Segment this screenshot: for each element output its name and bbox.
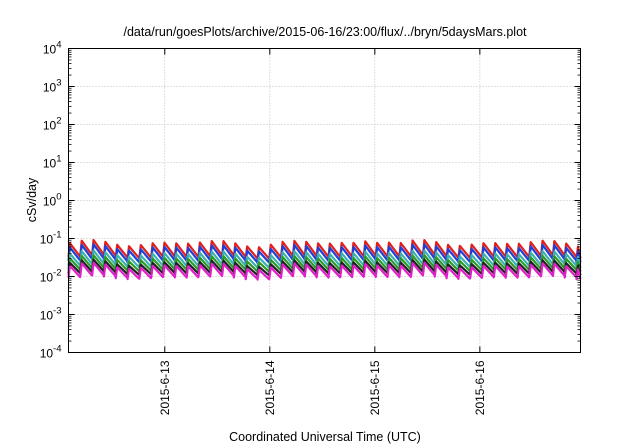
x-axis-label: Coordinated Universal Time (UTC) bbox=[229, 430, 421, 444]
series-line bbox=[67, 261, 582, 281]
y-tick-base: 10 bbox=[43, 195, 57, 209]
y-tick-label: 104 bbox=[43, 40, 62, 57]
y-tick-label: 10-1 bbox=[40, 230, 62, 247]
x-tick-label: 2015-6-13 bbox=[158, 360, 172, 415]
y-tick-exponent: -4 bbox=[53, 344, 61, 355]
y-axis-label: cSv/day bbox=[25, 177, 39, 222]
y-tick-base: 10 bbox=[43, 119, 57, 133]
y-tick-label: 100 bbox=[43, 192, 62, 209]
y-tick-base: 10 bbox=[40, 271, 54, 285]
y-tick-label: 10-3 bbox=[40, 306, 62, 323]
y-tick-base: 10 bbox=[40, 309, 54, 323]
y-tick-base: 10 bbox=[40, 233, 54, 247]
x-axis: 2015-6-13 2015-6-14 2015-6-15 2015-6-16 bbox=[158, 48, 487, 415]
y-tick-exponent: 3 bbox=[56, 78, 61, 89]
y-tick-exponent: 2 bbox=[56, 116, 61, 127]
x-tick-label: 2015-6-14 bbox=[263, 360, 277, 415]
y-tick-exponent: -2 bbox=[53, 268, 61, 279]
y-tick-label: 103 bbox=[43, 78, 62, 95]
y-tick-base: 10 bbox=[43, 157, 57, 171]
y-tick-base: 10 bbox=[43, 81, 57, 95]
y-tick-label: 10-4 bbox=[40, 344, 62, 361]
y-tick-exponent: -3 bbox=[53, 306, 61, 317]
y-tick-exponent: 1 bbox=[56, 154, 61, 165]
y-tick-label: 101 bbox=[43, 154, 62, 171]
chart-title: /data/run/goesPlots/archive/2015-06-16/2… bbox=[123, 25, 527, 39]
y-tick-label: 10-2 bbox=[40, 268, 62, 285]
y-tick-base: 10 bbox=[43, 43, 57, 57]
grid bbox=[68, 48, 581, 353]
y-tick-label: 102 bbox=[43, 116, 62, 133]
y-tick-base: 10 bbox=[40, 347, 54, 361]
x-tick-label: 2015-6-15 bbox=[368, 360, 382, 415]
series-lines bbox=[67, 238, 582, 281]
y-tick-exponent: 4 bbox=[56, 40, 61, 51]
y-tick-exponent: 0 bbox=[56, 192, 61, 203]
y-tick-exponent: -1 bbox=[53, 230, 61, 241]
x-tick-label: 2015-6-16 bbox=[473, 360, 487, 415]
